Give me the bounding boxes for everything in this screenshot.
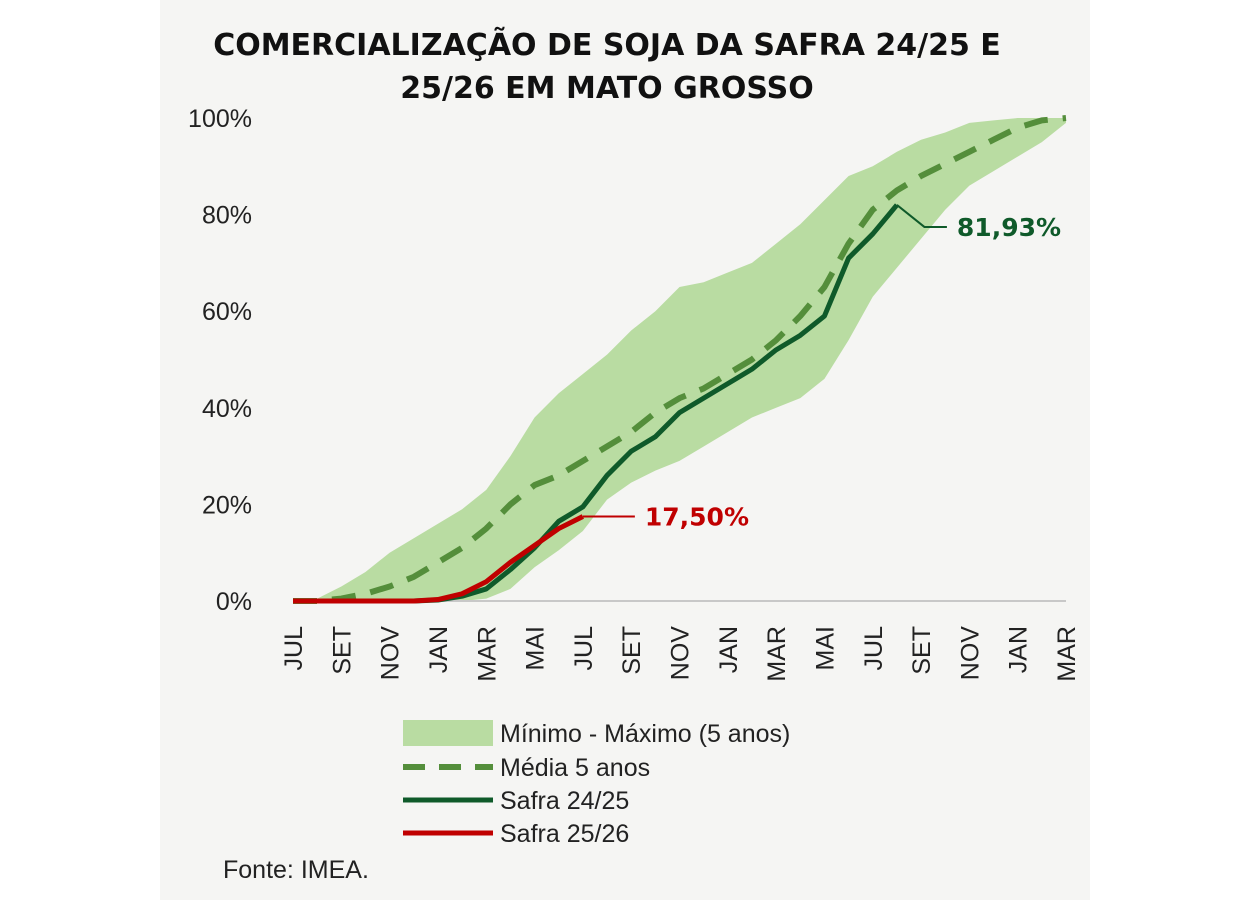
min-max-band (293, 118, 1066, 601)
label-17-50: 17,50% (645, 502, 749, 531)
chart-panel: COMERCIALIZAÇÃO DE SOJA DA SAFRA 24/25 E… (160, 0, 1090, 900)
x-tick-label: JUL (570, 626, 598, 671)
x-tick-label: MAR (473, 626, 501, 682)
label-81-93: 81,93% (957, 213, 1061, 242)
plot-area: 0% 20% 40% 60% 80% 100% JUL SET NOV JAN MAR MAI JUL S… (188, 105, 1081, 682)
series-media-5-anos (293, 115, 1067, 604)
y-tick-label: 0% (216, 588, 252, 616)
x-tick-label: JAN (425, 626, 453, 673)
x-tick-label: JUL (860, 626, 888, 671)
label-81-93-leader (896, 204, 947, 228)
legend-label: Média 5 anos (500, 754, 650, 782)
y-tick-label: 80% (202, 202, 252, 230)
x-tick-label: MAR (763, 626, 791, 682)
y-tick-label: 60% (202, 298, 252, 326)
legend-label: Mínimo - Máximo (5 anos) (500, 720, 790, 748)
x-tick-label: MAI (522, 626, 550, 670)
x-tick-label: MAI (811, 626, 839, 670)
x-tick-label: MAR (1053, 626, 1081, 682)
chart: COMERCIALIZAÇÃO DE SOJA DA SAFRA 24/25 E… (188, 26, 1081, 884)
x-tick-label: JAN (715, 626, 743, 673)
x-tick-label: SET (328, 626, 356, 675)
x-tick-label: JUL (280, 626, 308, 671)
chart-title-line-1: COMERCIALIZAÇÃO DE SOJA DA SAFRA 24/25 E (213, 26, 1001, 63)
y-tick-label: 40% (202, 395, 252, 423)
y-tick-label: 20% (202, 491, 252, 519)
source-note: Fonte: IMEA. (223, 856, 369, 884)
legend-label: Safra 25/26 (500, 820, 629, 848)
series-safra-25-26 (293, 514, 584, 604)
x-tick-label: NOV (956, 626, 984, 681)
x-tick-label: JAN (1005, 626, 1033, 673)
x-tick-label: SET (618, 626, 646, 675)
chart-title-line-2: 25/26 EM MATO GROSSO (400, 71, 813, 106)
x-tick-label: NOV (667, 626, 695, 681)
y-tick-label: 100% (188, 105, 252, 133)
legend-swatch-band (403, 720, 493, 746)
legend-label: Safra 24/25 (500, 787, 629, 815)
legend: Mínimo - Máximo (5 anos) Média 5 anos Safr… (403, 720, 790, 848)
x-tick-label: NOV (377, 626, 405, 681)
x-tick-label: SET (908, 626, 936, 675)
